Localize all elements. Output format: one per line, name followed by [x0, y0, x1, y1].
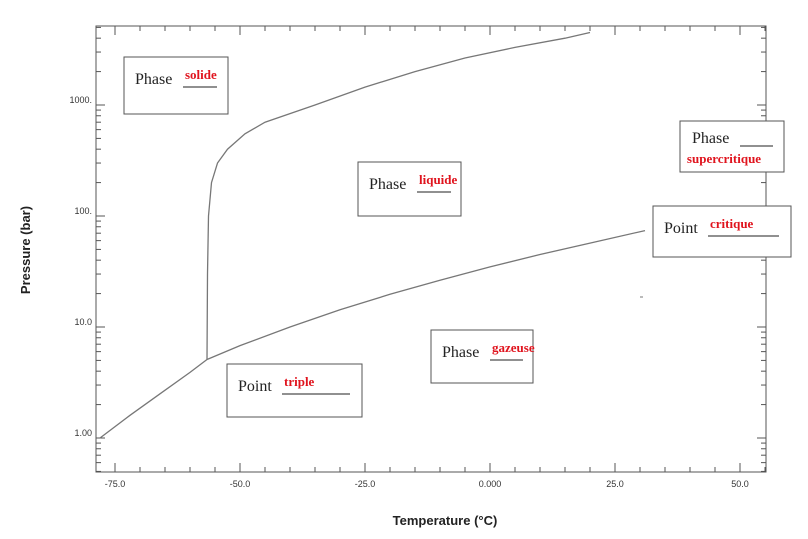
- x-tick-label: -25.0: [355, 479, 376, 489]
- label-box-frame: [123, 56, 229, 115]
- y-tick-label: 1000.: [69, 95, 92, 105]
- y-tick-labels: 1.00 10.0 100. 1000.: [69, 95, 92, 438]
- x-tick-label: -50.0: [230, 479, 251, 489]
- label-prefix: Phase: [692, 130, 729, 147]
- y-tick-label: 100.: [74, 206, 92, 216]
- label-prefix: Phase: [369, 176, 406, 193]
- answer-text: solide: [185, 67, 217, 82]
- label-box-triple: Point triple: [226, 363, 363, 418]
- sublimation-curve: [99, 358, 208, 439]
- x-tick-label: -75.0: [105, 479, 126, 489]
- answer-text: supercritique: [687, 151, 761, 166]
- label-box-frame: [226, 363, 363, 418]
- phase-boundary-curves: [99, 31, 646, 439]
- vaporization-curve: [206, 229, 646, 361]
- x-tick-label: 25.0: [606, 479, 624, 489]
- label-box-frame: [652, 205, 792, 258]
- label-prefix: Point: [238, 378, 272, 395]
- label-box-frame: [679, 120, 785, 173]
- answer-text: critique: [710, 216, 754, 231]
- answer-text: liquide: [419, 172, 458, 187]
- label-box-gazeuse: Phase gazeuse: [430, 329, 535, 384]
- label-box-supercritique: Phase supercritique: [679, 120, 785, 173]
- melting-curve: [206, 31, 591, 360]
- x-tick-label: 0.000: [479, 479, 502, 489]
- y-tick-label: 1.00: [74, 428, 92, 438]
- label-prefix: Phase: [135, 71, 172, 88]
- label-box-frame: [430, 329, 534, 384]
- x-tick-label: 50.0: [731, 479, 749, 489]
- label-box-frame: [357, 161, 462, 217]
- y-axis-title: Pressure (bar): [18, 206, 33, 294]
- label-prefix: Phase: [442, 344, 479, 361]
- y-tick-label: 10.0: [74, 317, 92, 327]
- phase-label-boxes: Phase solide Phase liquide Phase supercritiqu…: [123, 56, 792, 418]
- label-prefix: Point: [664, 220, 698, 237]
- answer-text: triple: [284, 374, 315, 389]
- x-tick-labels: -75.0 -50.0 -25.0 0.000 25.0 50.0: [105, 479, 749, 489]
- answer-text: gazeuse: [492, 340, 535, 355]
- label-box-liquide: Phase liquide: [357, 161, 462, 217]
- label-box-solide: Phase solide: [123, 56, 229, 115]
- label-box-critique: Point critique: [652, 205, 792, 258]
- x-axis-title: Temperature (°C): [393, 513, 498, 528]
